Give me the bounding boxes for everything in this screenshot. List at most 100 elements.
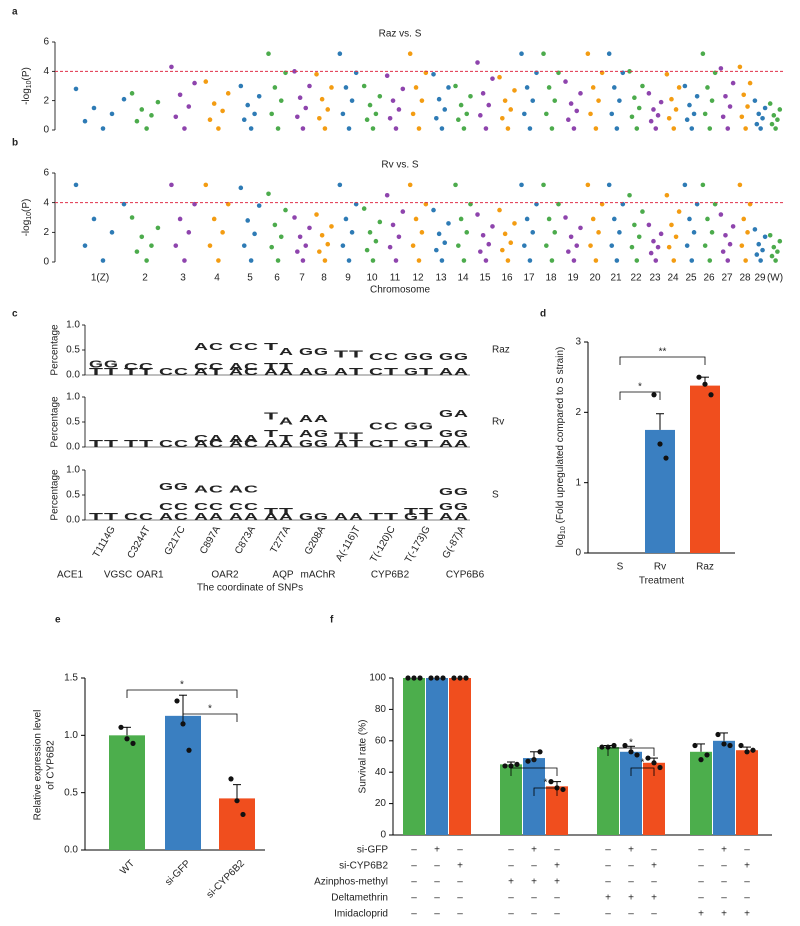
snp-point (225, 91, 231, 96)
treatment-cell: + (628, 845, 634, 856)
logo-letter: T (89, 439, 103, 450)
snp-point (177, 92, 183, 98)
x-tick-label: 29 (754, 273, 766, 284)
snp-point (773, 126, 778, 131)
snp-point (134, 118, 140, 124)
snp-point (747, 80, 753, 86)
logo-letter: C (244, 342, 258, 353)
snp-point (617, 98, 622, 103)
logo-letter: A (264, 512, 278, 523)
treatment-cell: + (721, 909, 727, 920)
snp-point (640, 209, 645, 214)
snp-point (149, 243, 154, 248)
logo-letter: G (104, 360, 118, 371)
logo-letter: G (419, 352, 433, 363)
snp-point (419, 230, 425, 235)
snp-point (664, 192, 670, 198)
snp-point (666, 244, 672, 250)
snp-point (486, 241, 492, 247)
treatment-cell: + (744, 861, 750, 872)
logo-letter: T (264, 429, 278, 440)
snp-point (461, 258, 467, 263)
snp-point (129, 91, 135, 96)
snp-point (245, 218, 251, 223)
snp-point (669, 222, 674, 228)
logo-letter: G (419, 422, 433, 433)
data-point (727, 742, 733, 749)
snp-point (207, 117, 213, 123)
snp-point (461, 126, 467, 131)
y-axis-label: Survival rate (%) (358, 720, 369, 794)
logo-letter: C (384, 352, 398, 363)
logo-letter: A (244, 434, 258, 445)
snp-point (571, 258, 577, 263)
treatment-cell: – (721, 877, 727, 888)
x-tick-label: 4 (214, 273, 220, 284)
snp-point (689, 258, 695, 263)
data-point (704, 752, 710, 758)
x-tick-label: 25 (685, 273, 697, 284)
logo-letter: A (279, 417, 293, 428)
snp-point (588, 111, 593, 117)
snp-point (390, 222, 396, 228)
snp-label: C873A (233, 524, 258, 556)
logo-letter: C (229, 342, 243, 353)
data-point (634, 752, 640, 758)
significance-bracket (126, 689, 238, 698)
snp-point (439, 258, 445, 263)
logo-letter: A (194, 439, 208, 450)
logo-letter: T (124, 367, 138, 378)
logo-letter: C (369, 422, 383, 433)
treatment-cell: – (651, 845, 657, 856)
snp-point (442, 240, 448, 246)
logo-letter: A (299, 367, 313, 378)
treatment-cell: – (411, 893, 417, 904)
snp-label: T277A (269, 524, 293, 555)
snp-point (606, 182, 612, 188)
snp-point (248, 126, 254, 131)
panel-title: Raz vs. S (379, 29, 422, 40)
snp-point (684, 243, 690, 248)
x-tick-label: 3 (180, 273, 186, 284)
snp-point (725, 258, 731, 263)
y-axis-label-part: 10 (26, 80, 33, 88)
snp-point (563, 215, 568, 220)
logo-letter: C (209, 485, 223, 496)
snp-point (629, 244, 635, 250)
snp-point (434, 247, 439, 253)
snp-point (396, 234, 402, 240)
snp-point (574, 243, 580, 248)
y-tick-label: 1.0 (66, 320, 80, 331)
y-tick-label: 1.0 (64, 730, 78, 741)
data-point (434, 675, 440, 681)
data-point (440, 675, 446, 681)
y-tick-label: 3 (575, 337, 581, 348)
snp-point (522, 111, 527, 117)
logo-letter: A (279, 367, 293, 378)
logo-letter: A (439, 439, 453, 450)
x-axis-label: Treatment (639, 576, 684, 587)
logo-letter: T (349, 350, 363, 361)
bar (449, 678, 471, 835)
treatment-cell: – (628, 909, 634, 920)
y-tick-label: 0 (43, 257, 49, 268)
treatment-cell: – (457, 893, 463, 904)
logo-letter: G (454, 352, 468, 363)
significance-bracket (607, 747, 655, 756)
treatment-cell: – (698, 877, 704, 888)
snp-point (446, 85, 451, 90)
logo-letter: A (229, 434, 243, 445)
logo-letter: A (334, 512, 348, 523)
treatment-cell: – (411, 909, 417, 920)
y-tick-label: 1.0 (66, 465, 80, 476)
snp-point (767, 233, 773, 238)
y-tick-label: 1.5 (64, 673, 78, 684)
snp-point (718, 66, 724, 71)
snp-point (512, 221, 517, 226)
snp-point (727, 241, 733, 247)
x-tick-label: 13 (435, 273, 447, 284)
logo-letter: T (264, 362, 278, 373)
treatment-cell: – (531, 893, 537, 904)
y-tick-label: 2 (43, 95, 49, 106)
treatment-cell: – (605, 877, 611, 888)
